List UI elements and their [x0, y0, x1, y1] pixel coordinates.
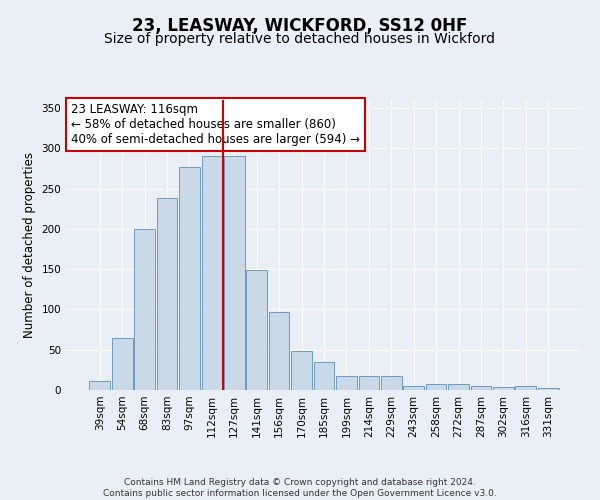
Y-axis label: Number of detached properties: Number of detached properties [23, 152, 36, 338]
Text: 23 LEASWAY: 116sqm
← 58% of detached houses are smaller (860)
40% of semi-detach: 23 LEASWAY: 116sqm ← 58% of detached hou… [71, 103, 360, 146]
Bar [157, 198, 178, 390]
Bar [448, 384, 469, 390]
Bar [269, 312, 289, 390]
Bar [336, 376, 357, 390]
Bar [538, 388, 559, 390]
Bar [515, 386, 536, 390]
Text: Contains HM Land Registry data © Crown copyright and database right 2024.
Contai: Contains HM Land Registry data © Crown c… [103, 478, 497, 498]
Bar [247, 270, 267, 390]
Bar [381, 376, 401, 390]
Text: 23, LEASWAY, WICKFORD, SS12 0HF: 23, LEASWAY, WICKFORD, SS12 0HF [133, 18, 467, 36]
Bar [134, 229, 155, 390]
Bar [359, 376, 379, 390]
Bar [291, 352, 312, 390]
Bar [493, 387, 514, 390]
Bar [89, 381, 110, 390]
Bar [224, 156, 245, 390]
Bar [470, 386, 491, 390]
Text: Size of property relative to detached houses in Wickford: Size of property relative to detached ho… [104, 32, 496, 46]
Bar [314, 362, 334, 390]
Bar [403, 386, 424, 390]
Bar [179, 167, 200, 390]
Bar [112, 338, 133, 390]
Bar [202, 156, 222, 390]
Bar [426, 384, 446, 390]
